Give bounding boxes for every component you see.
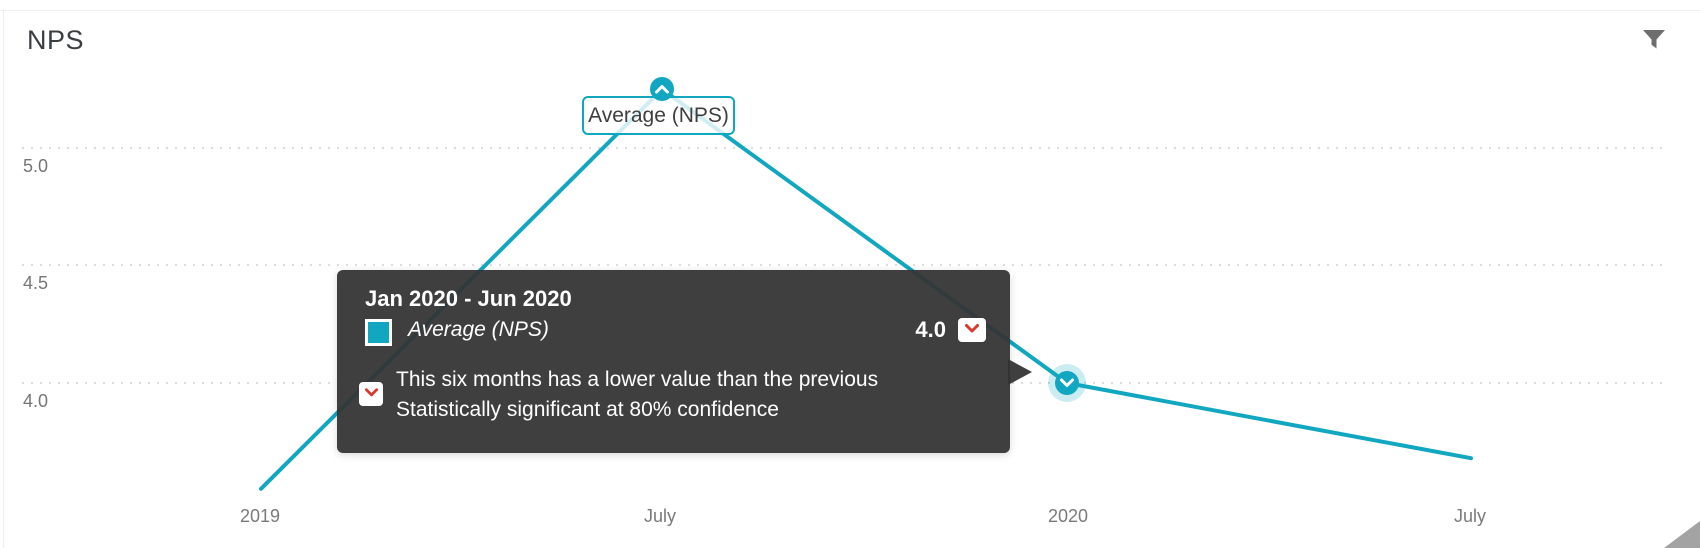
tooltip-period: Jan 2020 - Jun 2020	[365, 286, 572, 311]
tooltip-note-line1: This six months has a lower value than t…	[396, 368, 879, 391]
y-axis-label: 4.0	[23, 391, 49, 411]
value-trend-badge	[958, 318, 986, 342]
gridline-5.0	[22, 147, 1667, 149]
chevron-up-icon	[654, 83, 670, 95]
data-point-marker-down[interactable]	[1055, 371, 1079, 395]
x-axis-label: 2020	[1047, 506, 1089, 526]
chevron-down-icon	[1059, 377, 1075, 389]
chart-title: NPS	[27, 25, 85, 55]
panel-top-border	[0, 10, 1700, 11]
tooltip-note-line2: Statistically significant at 80% confide…	[396, 398, 779, 421]
series-color-swatch	[365, 319, 392, 346]
gridline-4.5	[22, 264, 1667, 266]
tooltip: Jan 2020 - Jun 2020 Average (NPS) 4.0 Th…	[337, 270, 1032, 453]
x-axis-label: July	[1453, 506, 1487, 526]
tooltip-series-name: Average (NPS)	[408, 318, 549, 341]
note-trend-badge	[359, 382, 383, 406]
tooltip-note: This six months has a lower value than t…	[396, 365, 878, 425]
series-label[interactable]: Average (NPS)	[582, 96, 735, 135]
x-axis-label: 2019	[239, 506, 281, 526]
y-axis-label: 4.5	[23, 273, 49, 293]
tooltip-value: 4.0	[915, 317, 946, 342]
filter-button[interactable]	[1641, 29, 1667, 53]
trend-down-icon	[964, 321, 980, 339]
panel-left-border	[3, 10, 4, 548]
resize-handle[interactable]	[1664, 521, 1700, 548]
trend-down-icon	[364, 385, 379, 403]
x-axis-label: July	[643, 506, 677, 526]
y-axis-label: 5.0	[23, 156, 49, 176]
filter-icon	[1642, 30, 1666, 54]
